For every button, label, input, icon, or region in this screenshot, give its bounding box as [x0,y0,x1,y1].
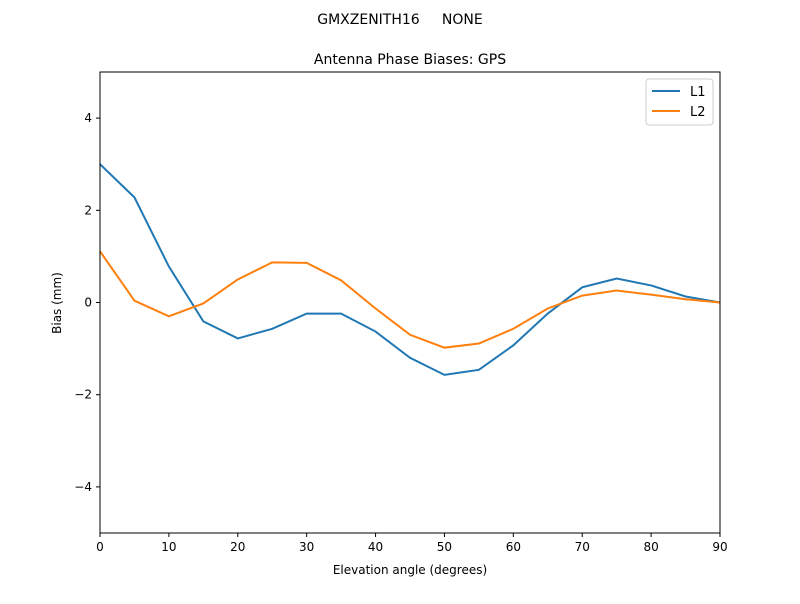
series-line-l1 [99,163,721,376]
y-tick-label: −4 [74,480,92,494]
x-axis-label: Elevation angle (degrees) [333,563,487,577]
suptitle: GMXZENITH16 NONE [317,12,483,28]
chart-title: Antenna Phase Biases: GPS [314,52,506,68]
x-tick-label: 0 [96,540,104,554]
x-tick-label: 30 [299,540,314,554]
x-tick-label: 70 [575,540,590,554]
x-tick-label: 20 [230,540,245,554]
x-axis: 0 10 20 30 40 50 60 70 80 90 [96,533,728,554]
x-tick-label: 80 [643,540,658,554]
series-line-l2 [99,250,721,349]
x-tick-label: 90 [712,540,727,554]
legend-label: L1 [690,85,706,100]
y-axis-label: Bias (mm) [50,272,64,334]
series-layer [99,163,721,376]
y-tick-label: 0 [84,296,92,310]
y-tick-label: −2 [74,388,92,402]
y-tick-label: 2 [84,203,92,217]
y-tick-label: 4 [84,111,92,125]
legend-label: L2 [690,105,706,120]
x-tick-label: 10 [161,540,176,554]
x-tick-label: 50 [437,540,452,554]
axes-frame [99,71,721,534]
x-tick-label: 40 [368,540,383,554]
x-tick-label: 60 [506,540,521,554]
y-axis: −4 −2 0 2 4 [74,111,100,494]
